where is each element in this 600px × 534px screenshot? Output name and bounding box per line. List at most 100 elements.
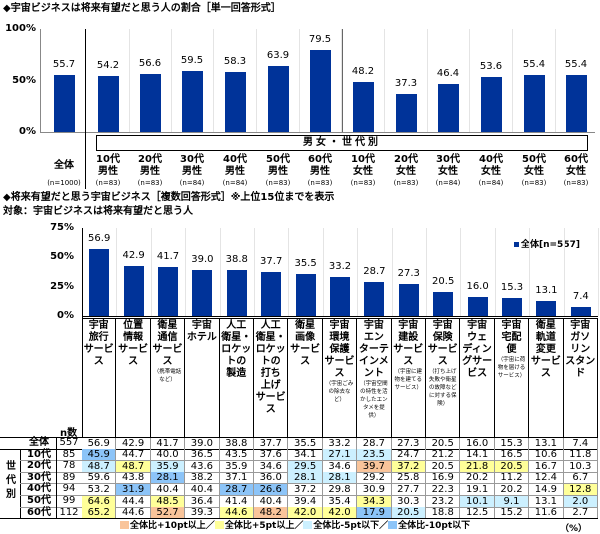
gridline <box>299 29 300 132</box>
group-label: 世代別 <box>6 461 16 500</box>
data-label: 38.8 <box>225 254 248 266</box>
table-cell: 16.9 <box>426 472 461 484</box>
gridline <box>529 228 531 316</box>
category-label: 宇宙 宅配 便 <box>501 320 522 355</box>
table-cell: 28.1 <box>322 472 358 484</box>
category-label: 宇宙 ウェ ディン グサー ビス <box>462 320 493 379</box>
y-tick-label: 25% <box>50 280 74 292</box>
category-label: 位置 情報 サービ ス <box>118 320 149 367</box>
category-label: 衛星 通信 サービ ス <box>152 320 183 367</box>
data-label: 48.2 <box>351 66 375 78</box>
table-cell: 23.2 <box>426 495 461 507</box>
table-cell: 22.3 <box>426 483 461 495</box>
table-cell: 28.1 <box>288 472 323 484</box>
table-cell: 41.7 <box>151 437 186 449</box>
table-cell: 43.8 <box>116 472 151 484</box>
table-cell: 42.0 <box>288 507 323 519</box>
table-cell: 12.4 <box>529 472 564 484</box>
gridline <box>512 29 513 132</box>
category-column: 宇宙 環境 保護 サービ ス（宇宙ごみの除去など） <box>323 318 358 437</box>
table-cell: 20.5 <box>426 437 461 449</box>
table-cell: 27.3 <box>392 437 426 449</box>
table-cell: 28.7 <box>219 483 254 495</box>
bar <box>295 274 316 316</box>
table-cell: 16.7 <box>529 460 564 472</box>
table-cell: 21.8 <box>460 460 495 472</box>
bar <box>54 74 75 132</box>
gridline <box>357 228 359 316</box>
legend-swatch <box>388 521 398 529</box>
y-tick-label: 50% <box>12 74 36 86</box>
table-cell: 35.5 <box>288 437 323 449</box>
table-cell: 44.7 <box>116 449 151 461</box>
table-cell: 37.1 <box>220 472 254 484</box>
bar <box>123 265 144 316</box>
table-cell: 16.5 <box>495 449 530 461</box>
gridline <box>150 228 152 316</box>
table-cell: 37.7 <box>254 437 289 449</box>
table-cell: 12.5 <box>460 507 495 519</box>
table-cell: 36.4 <box>185 495 220 507</box>
legend-label: 全体比-5pt以下／ <box>313 521 389 531</box>
x-tick-label: 30代 男性 <box>180 154 204 177</box>
total-label: 全体 <box>29 437 49 448</box>
chart2-title: ◆将来有望だと思う宇宙ビジネス［複数回答形式］※上位15位までを表示 <box>3 192 335 203</box>
row-label: 30代 <box>27 471 51 483</box>
table-cell: 34.3 <box>357 495 392 507</box>
row-n: 78 <box>62 460 76 472</box>
data-label: 59.5 <box>180 54 204 66</box>
category-label: 宇宙 旅行 サービ ス <box>83 320 114 367</box>
y-tick-label: 0% <box>19 126 36 137</box>
data-label: 42.9 <box>122 249 145 261</box>
table-cell: 34.6 <box>254 460 289 472</box>
table-cell: 20.5 <box>426 460 461 472</box>
legend-swatch <box>514 242 519 247</box>
table-cell: 38.8 <box>220 437 254 449</box>
data-label: 39.0 <box>191 254 214 266</box>
table-cell: 11.8 <box>564 449 598 461</box>
row-label: 20代 <box>27 460 51 472</box>
table-cell: 11.2 <box>495 472 530 484</box>
table-cell: 64.6 <box>82 495 117 507</box>
table-cell: 37.2 <box>288 483 323 495</box>
x-axis <box>82 316 598 317</box>
data-label: 55.7 <box>52 58 76 70</box>
bar <box>98 76 119 132</box>
n-label: (n=83) <box>521 179 547 187</box>
y-tick-label: 0% <box>57 310 74 321</box>
row-label: 60代 <box>27 506 51 518</box>
bar <box>438 84 459 132</box>
legend-label: 全体比+5pt以上／ <box>224 521 304 531</box>
row-label: 40代 <box>27 483 51 495</box>
data-label: 20.5 <box>432 275 455 287</box>
bar <box>481 76 502 132</box>
gridline <box>494 228 496 316</box>
bar <box>364 282 385 316</box>
table-cell: 30.9 <box>357 483 392 495</box>
table-cell: 48.2 <box>254 507 289 519</box>
table-cell: 23.5 <box>357 449 392 461</box>
bar <box>268 66 289 132</box>
table-cell: 20.2 <box>460 472 495 484</box>
table-cell: 35.9 <box>150 460 186 472</box>
bar <box>192 270 213 316</box>
y-axis <box>82 228 83 437</box>
table-cell: 44.4 <box>116 495 151 507</box>
n-header: n数 <box>60 428 78 439</box>
data-label: 27.3 <box>397 267 420 279</box>
table-cell: 37.2 <box>391 460 426 472</box>
gridline <box>384 29 385 132</box>
color-legend: 全体比+10pt以上／ 全体比+5pt以上／ 全体比-5pt以下／ 全体比-10pt以… <box>120 521 470 531</box>
row-line <box>0 518 598 520</box>
y-axis <box>40 29 41 132</box>
row-n: 112 <box>59 506 79 518</box>
table-cell: 41.4 <box>220 495 254 507</box>
bar <box>502 298 522 316</box>
category-column: 宇宙 ウェ ディン グサー ビス <box>460 318 495 437</box>
category-column: 人工 衛星・ ロケッ トの 打ち 上げ サービ ス <box>254 318 289 437</box>
bar <box>261 271 282 316</box>
category-column: 衛星 画像 サービ ス <box>288 318 323 437</box>
category-note: （打ち上げ失敗や衛星の故障などに対する保険） <box>428 369 457 407</box>
data-label: 41.7 <box>156 251 180 263</box>
category-column: 人工 衛星・ ロケッ トの 製造 <box>220 318 254 437</box>
